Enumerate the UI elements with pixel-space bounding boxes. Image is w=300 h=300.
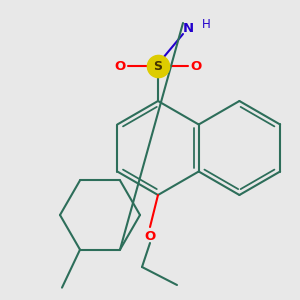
Text: O: O <box>144 230 156 244</box>
Text: N: N <box>182 22 194 34</box>
Text: S: S <box>154 59 163 73</box>
Text: O: O <box>114 59 126 73</box>
Text: H: H <box>202 19 210 32</box>
Text: O: O <box>190 59 202 73</box>
